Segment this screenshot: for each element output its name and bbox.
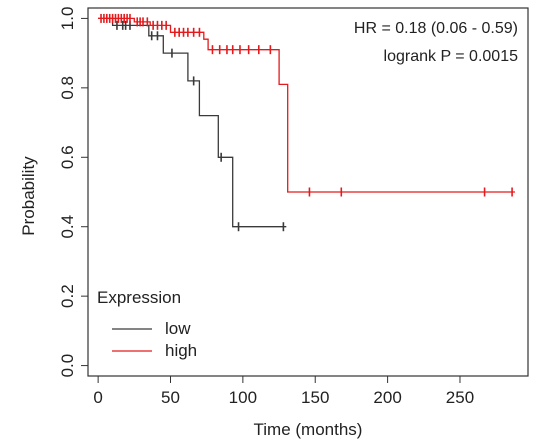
x-tick-label: 150	[301, 388, 329, 407]
logrank-annotation: logrank P = 0.0015	[384, 48, 519, 65]
series-line-high	[98, 18, 515, 192]
y-tick-label: 1.0	[58, 7, 77, 31]
legend-label-high: high	[165, 341, 197, 360]
x-axis-title: Time (months)	[254, 420, 363, 439]
legend-title: Expression	[97, 288, 181, 307]
x-tick-label: 250	[446, 388, 474, 407]
x-tick-label: 100	[229, 388, 257, 407]
y-tick-label: 0.6	[58, 145, 77, 169]
hazard-ratio-annotation: HR = 0.18 (0.06 - 0.59)	[354, 20, 518, 37]
y-axis-title: Probability	[19, 156, 38, 236]
x-tick-label: 200	[373, 388, 401, 407]
y-axis: 0.0 0.2 0.4 0.6 0.8 1.0	[58, 7, 88, 378]
legend: Expression low high	[97, 288, 197, 360]
y-tick-label: 0.8	[58, 76, 77, 100]
x-tick-label: 0	[93, 388, 102, 407]
y-tick-label: 0.2	[58, 284, 77, 308]
x-tick-label: 50	[161, 388, 180, 407]
y-tick-label: 0.0	[58, 354, 77, 378]
y-tick-label: 0.4	[58, 215, 77, 239]
legend-label-low: low	[165, 319, 191, 338]
x-axis: 0 50 100 150 200 250	[93, 376, 474, 407]
